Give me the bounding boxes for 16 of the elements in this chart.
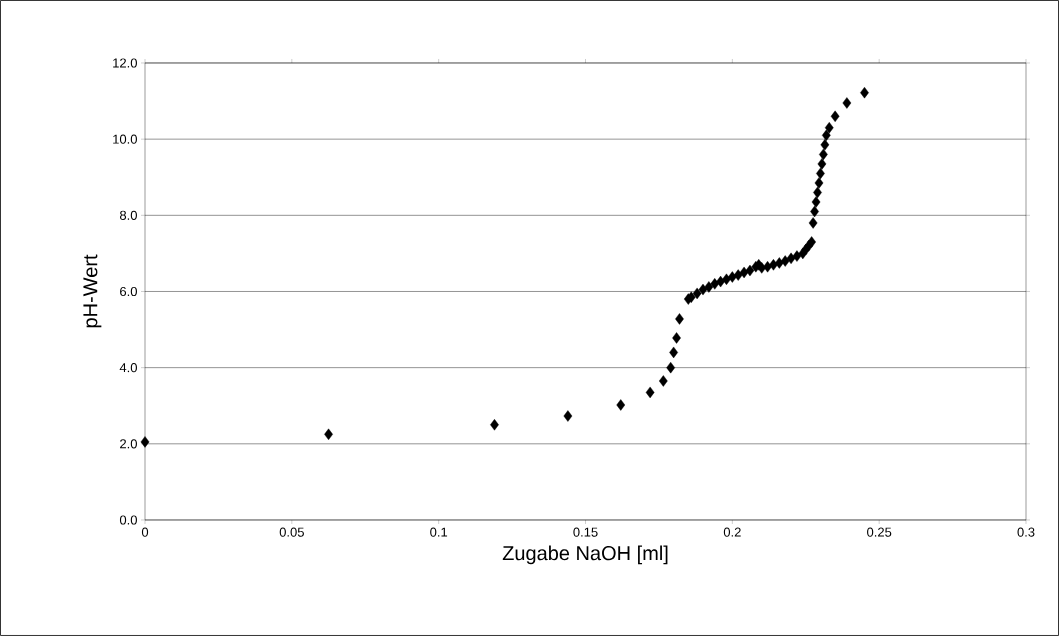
- y-tick-label: 6.0: [120, 286, 137, 297]
- y-axis-title: pH-Wert: [83, 254, 102, 328]
- y-tick-label: 8.0: [119, 210, 137, 220]
- x-tick-label: 0.1: [430, 527, 448, 537]
- x-tick-label: 0.05: [279, 527, 304, 537]
- x-tick-label: 0.3: [1017, 527, 1035, 537]
- y-tick-label: 2.0: [120, 439, 137, 449]
- x-tick-label: 0.25: [867, 527, 892, 537]
- x-axis-title: Zugabe NaOH [ml]: [502, 545, 668, 565]
- x-tick-label: 0.15: [573, 527, 598, 537]
- y-tick-label: 0.0: [119, 515, 137, 525]
- y-tick-label: 4.0: [119, 363, 137, 373]
- x-tick-label: 0: [141, 527, 149, 537]
- x-tick-label: 0.2: [723, 527, 741, 537]
- y-tick-label: 12.0: [113, 58, 137, 68]
- y-tick-label: 10.0: [113, 134, 137, 144]
